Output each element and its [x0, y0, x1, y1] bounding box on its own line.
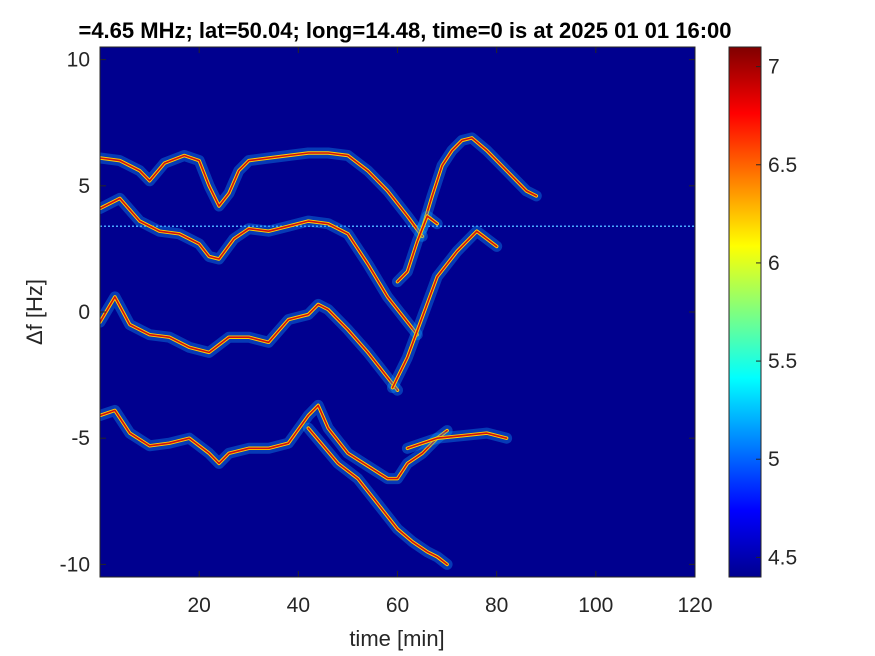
colorbar-tick-label: 6.5: [768, 154, 797, 177]
chart-title: =4.65 MHz; lat=50.04; long=14.48, time=0…: [78, 18, 731, 43]
y-tick-label: -5: [71, 427, 90, 450]
x-tick-label: 80: [485, 594, 508, 617]
doppler-trace: [100, 291, 403, 396]
doppler-trace: [387, 225, 503, 394]
trace-core: [100, 152, 424, 238]
doppler-trace: [392, 210, 443, 288]
colorbar-tick-label: 6: [768, 252, 780, 275]
colorbar: [728, 46, 762, 578]
x-tick-label: 40: [287, 594, 310, 617]
doppler-trace: [100, 399, 453, 485]
trace-core: [100, 296, 399, 392]
colorbar-tick-label: 5.5: [768, 350, 797, 373]
trace-core: [406, 432, 508, 450]
trace-core: [396, 215, 439, 283]
trace-core: [391, 230, 498, 389]
doppler-trace: [302, 422, 453, 570]
x-tick-label: 20: [187, 594, 210, 617]
colorbar-tick-label: 4.5: [768, 546, 797, 569]
x-tick-label: 120: [677, 594, 712, 617]
trace-core: [100, 197, 419, 336]
y-tick-label: -10: [60, 553, 90, 576]
trace-core: [100, 404, 448, 480]
doppler-trace: [416, 132, 542, 235]
x-tick-label: 60: [386, 594, 409, 617]
doppler-trace: [401, 427, 513, 454]
colorbar-tick-label: 7: [768, 56, 780, 79]
colorbar-tick-label: 5: [768, 448, 780, 471]
x-axis-label: time [min]: [349, 626, 444, 651]
y-tick-label: 5: [78, 175, 90, 198]
doppler-trace: [100, 147, 428, 242]
y-tick-label: 0: [78, 301, 90, 324]
trace-core: [421, 137, 538, 230]
y-axis-label: Δf [Hz]: [22, 279, 47, 345]
x-tick-label: 100: [578, 594, 613, 617]
doppler-trace: [100, 192, 423, 341]
trace-core: [307, 427, 448, 566]
y-tick-label: 10: [67, 49, 90, 72]
